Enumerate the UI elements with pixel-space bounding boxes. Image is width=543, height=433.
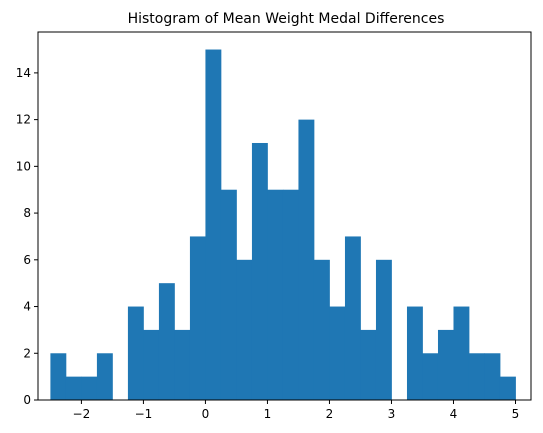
x-axis: −2 −1 0 1 2 3 4 5 [73,400,520,421]
histogram-bar [313,259,330,400]
y-tick-label: 10 [16,159,31,173]
y-tick-label: 2 [23,346,31,360]
x-tick-label: 5 [512,407,520,421]
histogram-bar [437,329,454,400]
histogram-bar [298,119,315,400]
chart-title: Histogram of Mean Weight Medal Differenc… [128,11,445,27]
plot-frame [37,31,532,401]
histogram-bar [50,353,67,400]
histogram-bar [484,353,501,400]
x-tick-label: 4 [450,407,458,421]
histogram-bar [96,353,113,400]
histogram-bar [65,376,82,400]
histogram-bar [127,306,144,400]
bars-group [50,49,516,401]
y-tick-label: 12 [16,113,31,127]
histogram-bar [189,236,206,400]
x-tick-label: −1 [135,407,153,421]
histogram-bar [267,189,284,400]
y-tick-label: 14 [16,66,31,80]
histogram-bar [406,306,423,400]
histogram-bar [282,189,299,400]
x-tick-label: 2 [326,407,334,421]
y-tick-label: 6 [23,253,31,267]
y-axis: 0 2 4 6 8 10 12 14 [16,66,38,407]
x-tick-label: 0 [202,407,210,421]
histogram-bar [174,329,191,400]
histogram-bar [453,306,470,400]
histogram-bar [360,329,377,400]
histogram-bar [205,49,222,401]
histogram-bar [375,259,392,400]
histogram-bar [329,306,346,400]
histogram-bar [220,189,237,400]
x-tick-label: 3 [388,407,396,421]
x-tick-label: −2 [73,407,91,421]
histogram-bar [236,259,253,400]
x-tick-label: 1 [264,407,272,421]
y-tick-label: 0 [23,393,31,407]
histogram-bar [468,353,485,400]
histogram-bar [499,376,516,400]
histogram-bar [81,376,98,400]
histogram-bar [251,142,268,400]
y-tick-label: 8 [23,206,31,220]
histogram-bar [344,236,361,400]
histogram-bar [422,353,439,400]
histogram-bar [143,329,160,400]
histogram-bar [158,283,175,400]
y-tick-label: 4 [23,300,31,314]
